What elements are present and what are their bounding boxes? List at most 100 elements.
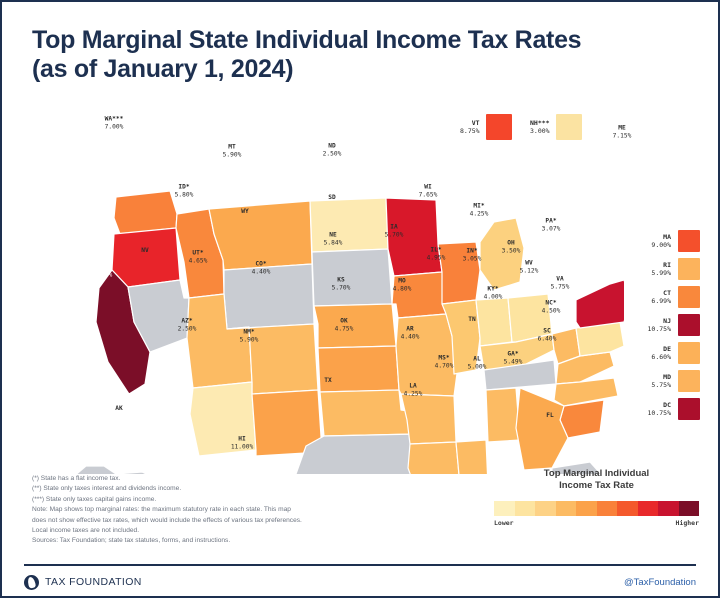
- scale-step: [678, 500, 699, 516]
- map-state-mt[interactable]: [208, 200, 313, 271]
- map-state-nm[interactable]: [251, 389, 323, 457]
- map-state-wi[interactable]: [437, 241, 481, 305]
- tax-foundation-brand: TAX FOUNDATION: [24, 574, 142, 590]
- footnote-line: (**) State only taxes interest and divid…: [32, 485, 182, 493]
- map-state-nc[interactable]: [553, 377, 619, 407]
- map-state-ne[interactable]: [313, 303, 397, 349]
- map-state-in[interactable]: [475, 297, 513, 347]
- page-title: Top Marginal State Individual Income Tax…: [32, 26, 582, 83]
- small-states-legend-list: MA 9.00% RI 5.99% CT 6.99% NJ 10.75% DE 6.60% MD 5.…: [648, 230, 700, 420]
- state-legend-text: DC 10.75%: [648, 401, 671, 418]
- scale-step: [596, 500, 617, 516]
- scale-end-labels: Lower Higher: [494, 519, 699, 527]
- scale-step: [535, 500, 556, 516]
- state-legend-text: MA 9.00%: [651, 233, 671, 250]
- state-legend-row: CT 6.99%: [648, 286, 700, 308]
- state-legend-row: DE 6.60%: [648, 342, 700, 364]
- state-legend-rate: 5.75%: [651, 381, 671, 389]
- state-legend-rate: 6.99%: [651, 297, 671, 305]
- map-state-mi[interactable]: [479, 217, 525, 291]
- footnote-line: Local income taxes are not included.: [32, 527, 140, 535]
- state-legend-rate: 10.75%: [647, 325, 671, 333]
- inset-state-vt: VT 8.75%: [460, 114, 512, 140]
- scale-low-label: Lower: [494, 518, 514, 527]
- state-legend-abbr: DC: [663, 400, 671, 409]
- footnote-line: Note: Map shows top marginal rates: the …: [32, 506, 291, 514]
- footer-divider: [24, 564, 696, 566]
- map-state-mn[interactable]: [385, 197, 443, 277]
- state-legend-rate: 9.00%: [651, 241, 671, 249]
- map-state-ak[interactable]: [72, 465, 172, 474]
- scale-legend-title: Top Marginal Individual Income Tax Rate: [543, 468, 650, 492]
- state-legend-abbr: RI: [663, 260, 671, 269]
- scale-gradient-bar: [494, 500, 699, 516]
- state-legend-rate: 10.75%: [647, 409, 671, 417]
- state-legend-row: MA 9.00%: [648, 230, 700, 252]
- state-legend-abbr: MA: [663, 232, 671, 241]
- map-state-ga[interactable]: [515, 387, 569, 471]
- tax-foundation-logo-icon: [24, 574, 39, 590]
- inset-nh-rate: 3.00%: [530, 127, 550, 135]
- state-legend-swatch: [678, 314, 700, 336]
- state-legend-swatch: [678, 398, 700, 420]
- map-state-sc[interactable]: [559, 399, 605, 439]
- map-state-al[interactable]: [485, 387, 521, 443]
- map-svg: [72, 190, 624, 474]
- state-legend-abbr: NJ: [663, 316, 671, 325]
- footer-bar: TAX FOUNDATION @TaxFoundation: [24, 568, 696, 596]
- social-handle[interactable]: @TaxFoundation: [624, 576, 696, 588]
- inset-vt-text: VT 8.75%: [460, 119, 480, 136]
- brand-name: TAX FOUNDATION: [45, 576, 142, 588]
- scale-step: [617, 500, 638, 516]
- state-legend-text: CT 6.99%: [651, 289, 671, 306]
- state-legend-text: MD 5.75%: [651, 373, 671, 390]
- map-state-ks[interactable]: [317, 345, 400, 393]
- state-legend-abbr: MD: [663, 372, 671, 381]
- state-legend-rate: 5.99%: [651, 269, 671, 277]
- map-state-wy[interactable]: [223, 263, 315, 330]
- map-state-ia[interactable]: [391, 271, 447, 319]
- state-legend-rate: 6.60%: [651, 353, 671, 361]
- inset-nh-text: NH*** 3.00%: [530, 119, 550, 136]
- us-choropleth-map: WA*** 7.00% OR 9.90% CA 13.30% ID* 5.80% NV MT 5.9…: [24, 94, 631, 474]
- map-state-or[interactable]: [111, 227, 181, 288]
- map-state-oh[interactable]: [507, 293, 553, 343]
- state-legend-row: RI 5.99%: [648, 258, 700, 280]
- footnotes-block: (*) State has a flat income tax. (**) Sta…: [32, 474, 482, 547]
- scale-step: [494, 500, 515, 516]
- state-legend-swatch: [678, 230, 700, 252]
- footnote-line: Sources: Tax Foundation; state tax statu…: [32, 537, 231, 545]
- map-state-wa[interactable]: [113, 190, 178, 235]
- inset-nh-swatch: [555, 114, 582, 140]
- inset-state-nh: NH*** 3.00%: [530, 114, 582, 140]
- footnote-line: (*) State has a flat income tax.: [32, 475, 121, 482]
- footnote-line: (***) State only taxes capital gains inc…: [32, 495, 157, 503]
- map-state-nd[interactable]: [309, 197, 389, 253]
- map-state-fl[interactable]: [551, 461, 608, 474]
- inset-vt-rate: 8.75%: [460, 127, 480, 135]
- state-legend-abbr: DE: [663, 344, 671, 353]
- state-legend-row: MD 5.75%: [648, 370, 700, 392]
- map-state-mo[interactable]: [395, 313, 459, 397]
- map-state-ar[interactable]: [400, 393, 457, 445]
- state-legend-text: NJ 10.75%: [648, 317, 671, 334]
- state-legend-row: NJ 10.75%: [648, 314, 700, 336]
- scale-step: [637, 500, 658, 516]
- map-state-ms[interactable]: [455, 439, 489, 474]
- scale-step: [658, 500, 679, 516]
- scale-high-label: Higher: [675, 518, 699, 527]
- map-state-az[interactable]: [189, 381, 257, 457]
- map-state-la[interactable]: [407, 441, 460, 474]
- state-legend-row: DC 10.75%: [648, 398, 700, 420]
- state-legend-swatch: [678, 286, 700, 308]
- state-legend-swatch: [678, 258, 700, 280]
- scale-step: [576, 500, 597, 516]
- inset-vt-abbr: VT: [471, 118, 480, 127]
- map-state-ny[interactable]: [575, 279, 624, 329]
- inset-vt-swatch: [485, 114, 512, 140]
- state-legend-abbr: CT: [663, 288, 671, 297]
- map-state-sd[interactable]: [311, 248, 393, 307]
- scale-step: [555, 500, 576, 516]
- inset-nh-abbr: NH***: [530, 118, 550, 127]
